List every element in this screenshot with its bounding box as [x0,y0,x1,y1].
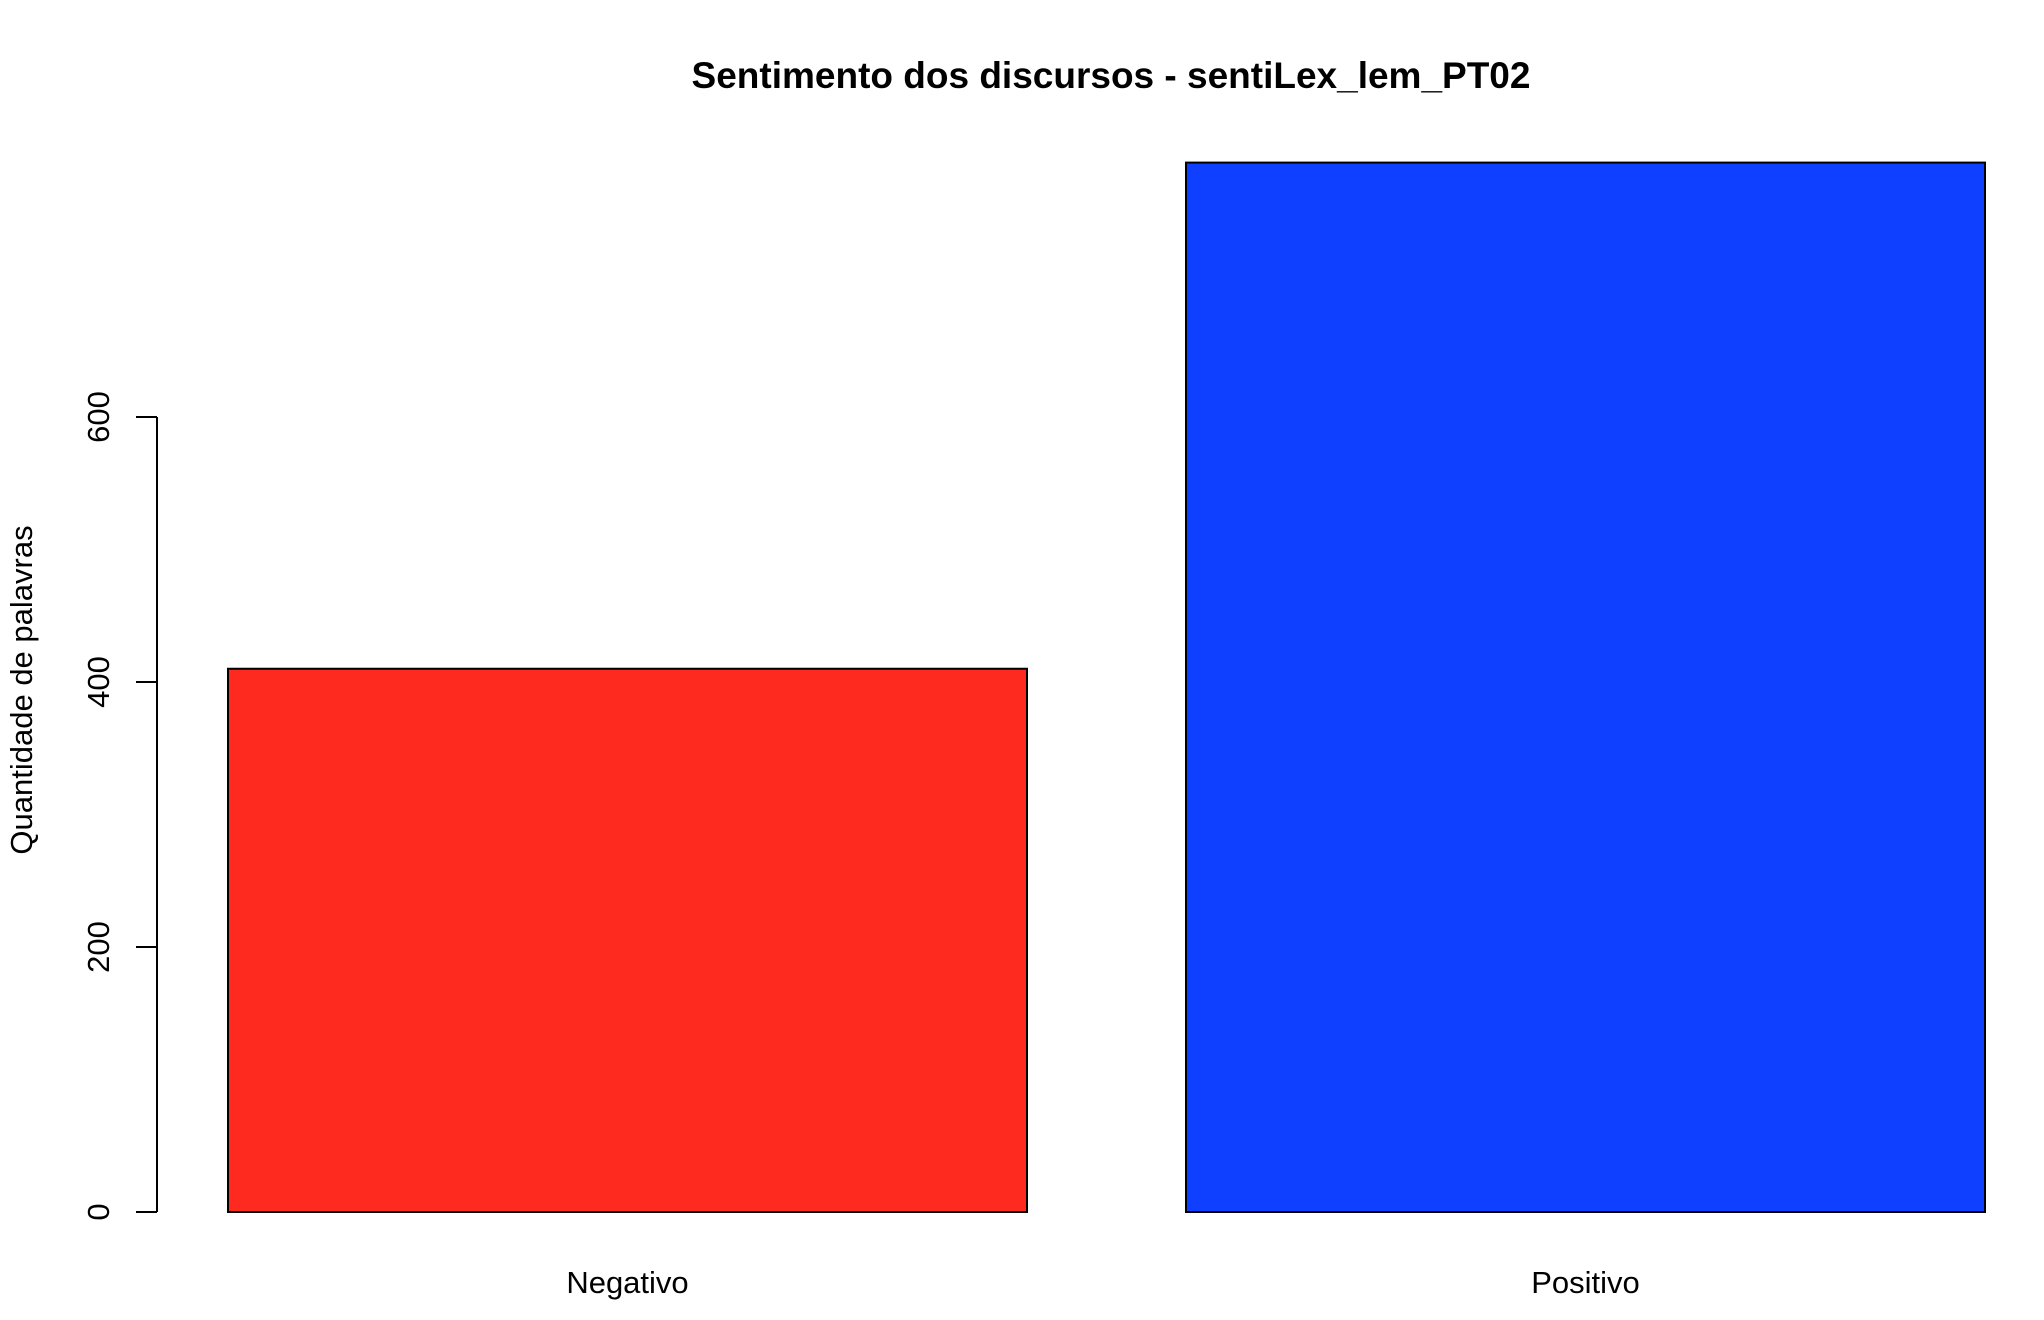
bars-group [227,161,1986,1214]
y-tick-label: 600 [81,391,116,443]
y-tick-label: 400 [81,656,116,708]
x-tick-labels: Negativo Positivo [566,1265,1639,1300]
y-tick-label: 200 [81,921,116,973]
y-axis: 0 200 400 600 [81,391,158,1221]
y-tick-label: 0 [81,1203,116,1220]
x-tick-label-positivo: Positivo [1531,1265,1640,1300]
bar-positivo [1185,161,1986,1214]
bar-negativo [227,667,1028,1213]
x-tick-label-negativo: Negativo [566,1265,688,1300]
chart-title: Sentimento dos discursos - sentiLex_lem_… [692,55,1531,96]
y-axis-label: Quantidade de palavras [4,525,39,854]
